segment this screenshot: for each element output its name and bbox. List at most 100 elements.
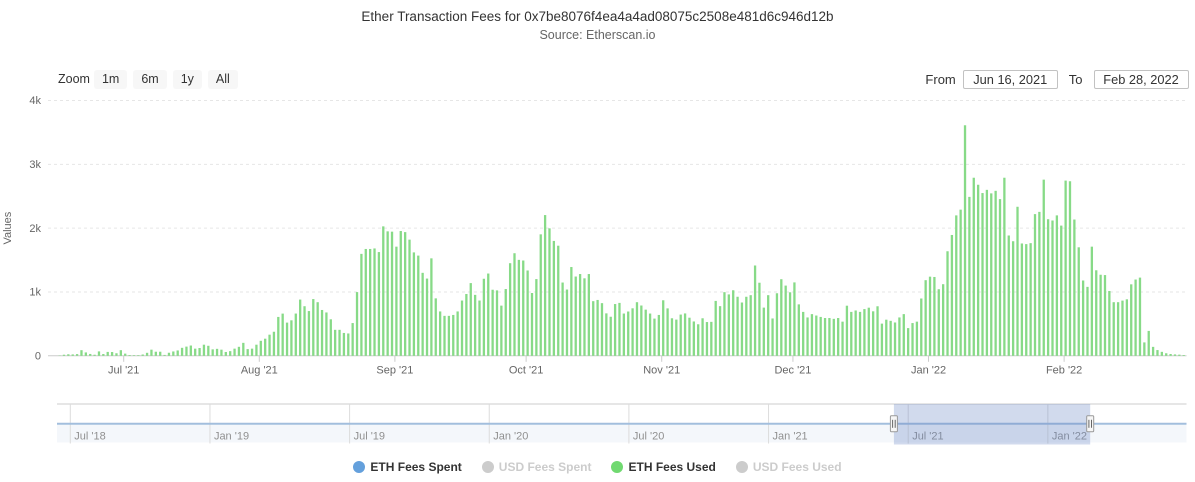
bar[interactable] — [714, 300, 717, 356]
bar[interactable] — [771, 318, 774, 356]
bar[interactable] — [159, 351, 162, 356]
bar[interactable] — [850, 311, 853, 356]
bar[interactable] — [290, 320, 293, 356]
bar[interactable] — [535, 279, 538, 356]
bar[interactable] — [942, 284, 945, 356]
bar[interactable] — [858, 311, 862, 356]
bar[interactable] — [180, 347, 184, 356]
bar[interactable] — [176, 350, 179, 356]
bar[interactable] — [1178, 354, 1181, 356]
bar[interactable] — [1073, 219, 1076, 356]
bar[interactable] — [885, 319, 888, 356]
bar[interactable] — [1099, 274, 1102, 356]
bar[interactable] — [325, 312, 328, 356]
bar[interactable] — [1116, 302, 1120, 356]
bar[interactable] — [775, 293, 779, 356]
bar[interactable] — [487, 273, 490, 356]
bar[interactable] — [784, 285, 787, 356]
bar[interactable] — [880, 323, 884, 356]
bar[interactable] — [893, 322, 897, 356]
bar[interactable] — [246, 349, 249, 356]
bar[interactable] — [417, 255, 420, 356]
bar[interactable] — [810, 314, 814, 356]
bar[interactable] — [395, 246, 398, 356]
bar[interactable] — [872, 311, 875, 356]
zoom-button-6m[interactable]: 6m — [133, 69, 167, 89]
bar[interactable] — [285, 322, 289, 356]
bar[interactable] — [412, 252, 416, 356]
bar[interactable] — [736, 296, 739, 356]
legend-item-eth-fees-spent[interactable]: ETH Fees Spent — [353, 460, 462, 474]
bar[interactable] — [657, 314, 660, 356]
bar[interactable] — [605, 313, 608, 356]
bar[interactable] — [832, 318, 835, 356]
bar[interactable] — [889, 320, 892, 356]
bar[interactable] — [430, 258, 433, 356]
bar[interactable] — [89, 353, 92, 356]
bar[interactable] — [570, 267, 573, 356]
bar[interactable] — [1033, 214, 1037, 356]
bar[interactable] — [1095, 270, 1098, 356]
bar[interactable] — [653, 318, 656, 356]
bar[interactable] — [578, 274, 582, 356]
bar[interactable] — [465, 294, 468, 356]
bar[interactable] — [198, 348, 201, 356]
bar[interactable] — [670, 318, 674, 356]
bar[interactable] — [93, 354, 96, 356]
bar[interactable] — [132, 355, 136, 356]
bar[interactable] — [355, 292, 359, 356]
bar[interactable] — [1090, 246, 1094, 356]
bar[interactable] — [1011, 241, 1015, 356]
bar[interactable] — [237, 346, 241, 356]
bar[interactable] — [1025, 244, 1028, 356]
navigator-selected-range[interactable] — [893, 404, 1091, 445]
bar[interactable] — [1182, 355, 1185, 356]
bar[interactable] — [565, 289, 569, 356]
navigator[interactable]: Jul '18 Jan '19 Jul '19 Jan '20 Jul '20 Jan '… — [57, 403, 1187, 445]
bar[interactable] — [460, 300, 464, 356]
bar[interactable] — [1086, 286, 1089, 356]
bar[interactable] — [749, 295, 752, 356]
bar[interactable] — [469, 283, 472, 356]
bar[interactable] — [530, 293, 534, 356]
bar[interactable] — [1046, 219, 1050, 356]
bar[interactable] — [1016, 206, 1019, 356]
bar[interactable] — [1077, 247, 1080, 356]
bar[interactable] — [137, 355, 140, 356]
bar[interactable] — [508, 263, 512, 356]
bar[interactable] — [268, 334, 271, 356]
bar[interactable] — [727, 294, 730, 356]
bar[interactable] — [294, 313, 297, 356]
bar[interactable] — [504, 289, 507, 356]
legend-item-eth-fees-used[interactable]: ETH Fees Used — [611, 460, 716, 474]
bar[interactable] — [648, 313, 652, 356]
bar[interactable] — [316, 302, 319, 356]
bar[interactable] — [815, 315, 818, 356]
bar[interactable] — [425, 278, 429, 356]
bar[interactable] — [1112, 302, 1115, 356]
bar[interactable] — [513, 253, 516, 356]
bar[interactable] — [806, 317, 809, 356]
bar[interactable] — [1081, 280, 1085, 356]
zoom-button-all[interactable]: All — [207, 69, 238, 89]
bar[interactable] — [172, 351, 175, 356]
bar[interactable] — [421, 272, 424, 356]
bar[interactable] — [1156, 350, 1159, 356]
bar[interactable] — [347, 333, 350, 356]
bar[interactable] — [548, 228, 551, 356]
bar[interactable] — [342, 332, 346, 356]
bar[interactable] — [732, 290, 735, 356]
bar[interactable] — [968, 196, 971, 356]
bar[interactable] — [950, 234, 954, 356]
bar[interactable] — [351, 323, 354, 356]
bar[interactable] — [272, 331, 276, 356]
bar[interactable] — [609, 316, 612, 356]
bar[interactable] — [928, 276, 932, 356]
bar[interactable] — [758, 282, 761, 356]
bar[interactable] — [1064, 180, 1067, 356]
bar[interactable] — [334, 329, 337, 356]
bar[interactable] — [600, 303, 604, 356]
bar[interactable] — [1138, 277, 1142, 356]
bar[interactable] — [863, 309, 866, 356]
bar[interactable] — [876, 306, 879, 356]
